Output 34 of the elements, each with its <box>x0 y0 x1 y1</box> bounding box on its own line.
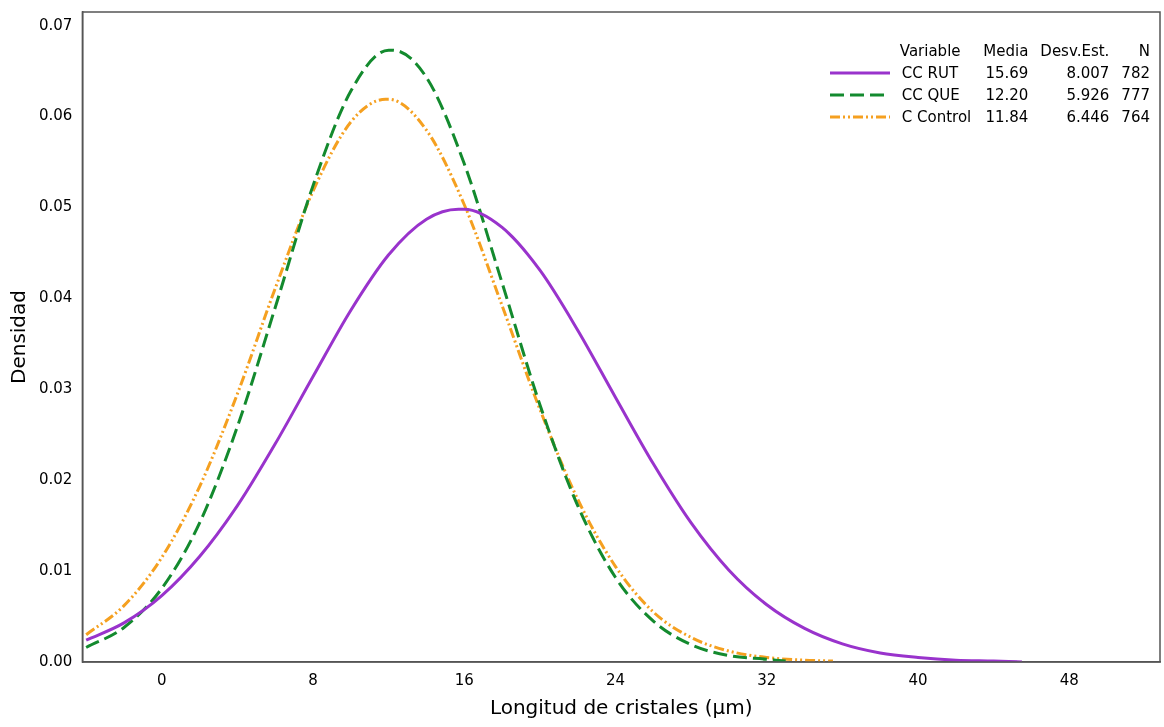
annotation: N <box>1137 41 1151 62</box>
annotation: 11.84 <box>984 107 1030 128</box>
y-tick-label: 0.00 <box>38 651 73 670</box>
annotation: 782 <box>1120 63 1151 84</box>
x-tick-label: 32 <box>757 670 777 689</box>
annotation: 764 <box>1120 107 1151 128</box>
annotation: 8.007 <box>1065 63 1111 84</box>
x-tick-label: 48 <box>1059 670 1079 689</box>
y-tick-label: 0.07 <box>38 15 73 34</box>
y-axis-title: Densidad <box>6 289 31 385</box>
line-series <box>84 207 1024 662</box>
y-tick-label: 0.02 <box>38 470 73 489</box>
y-tick-label: 0.03 <box>38 379 73 398</box>
legend-title: Variable <box>898 41 962 62</box>
y-tick-label: 0.06 <box>38 106 73 125</box>
annotation: 5.926 <box>1065 85 1111 106</box>
x-tick-label: 16 <box>454 670 474 689</box>
annotation: 15.69 <box>984 63 1030 84</box>
legend-label: CC RUT <box>900 63 960 84</box>
y-tick-label: 0.05 <box>38 197 73 216</box>
y-tick-label: 0.04 <box>38 288 73 307</box>
x-tick-label: 0 <box>157 670 167 689</box>
x-tick-label: 24 <box>605 670 626 689</box>
y-tick-label: 0.01 <box>38 560 73 579</box>
annotation: 12.20 <box>984 85 1030 106</box>
annotation: Media <box>982 41 1030 62</box>
legend-label: CC QUE <box>900 85 961 106</box>
annotation: 777 <box>1120 85 1151 106</box>
x-tick-label: 8 <box>308 670 318 689</box>
annotation: 6.446 <box>1065 107 1111 128</box>
legend-label: C Control <box>900 107 973 128</box>
x-axis-title: Longitud de cristales (µm) <box>489 695 753 720</box>
x-tick-label: 40 <box>908 670 928 689</box>
annotation: Desv.Est. <box>1039 41 1111 62</box>
